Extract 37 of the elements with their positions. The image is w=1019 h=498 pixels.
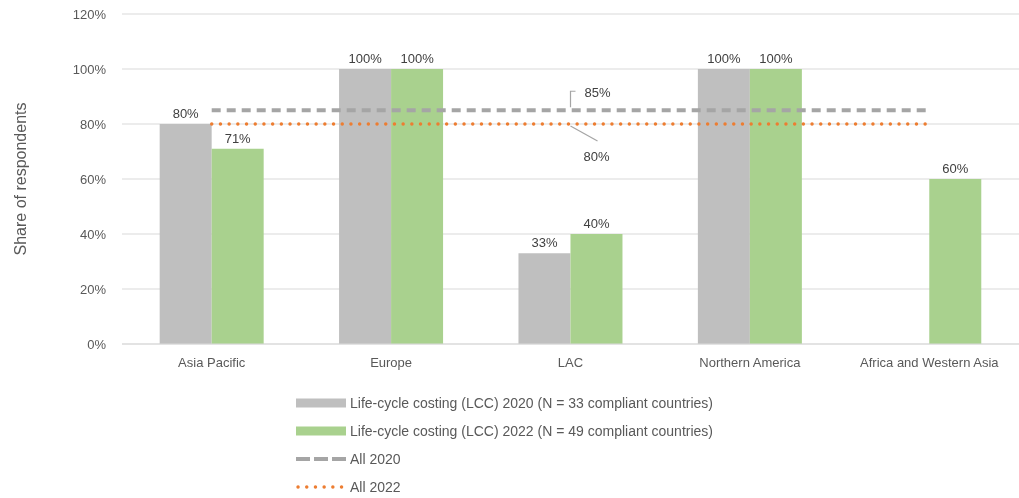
x-tick-label: Asia Pacific [178, 355, 246, 371]
y-tick-label: 60% [79, 171, 107, 187]
bar [697, 69, 750, 344]
bar [518, 253, 571, 344]
data-label: 100% [759, 51, 793, 66]
y-axis-title: Share of respondents [11, 102, 29, 256]
x-tick-label: LAC [557, 355, 584, 371]
legend-label: Life-cycle costing (LCC) 2022 (N = 49 compliant countries) [350, 423, 713, 439]
data-label: 80% [172, 106, 200, 121]
y-tick-label: 20% [79, 281, 107, 297]
data-label: 85% [584, 84, 611, 100]
data-label: 100% [348, 51, 383, 66]
data-label: 80% [583, 148, 610, 164]
bar [339, 69, 392, 344]
y-tick-label: 40% [79, 226, 107, 242]
legend-label: All 2022 [350, 479, 401, 495]
bar [749, 69, 802, 344]
bar [211, 148, 264, 344]
y-tick-label: 100% [72, 61, 107, 77]
bar [159, 124, 212, 344]
legend-label: Life-cycle costing (LCC) 2020 (N = 33 compliant countries) [350, 395, 713, 411]
x-tick-label: Europe [370, 355, 413, 371]
y-tick-label: 80% [79, 116, 107, 132]
bar [570, 234, 623, 344]
y-tick-label: 120% [72, 6, 107, 22]
data-label: 100% [400, 51, 435, 66]
data-label: 71% [224, 130, 252, 146]
bar [929, 179, 982, 344]
data-label: 40% [583, 216, 610, 231]
data-label: 33% [531, 235, 558, 251]
x-tick-label: Africa and Western Asia [860, 355, 1000, 371]
x-tick-label: Northern America [699, 355, 802, 371]
y-tick-label: 0% [87, 336, 107, 352]
data-label: 60% [942, 161, 969, 176]
data-label: 100% [707, 51, 741, 66]
legend-label: All 2020 [350, 451, 401, 467]
bar [391, 69, 444, 344]
